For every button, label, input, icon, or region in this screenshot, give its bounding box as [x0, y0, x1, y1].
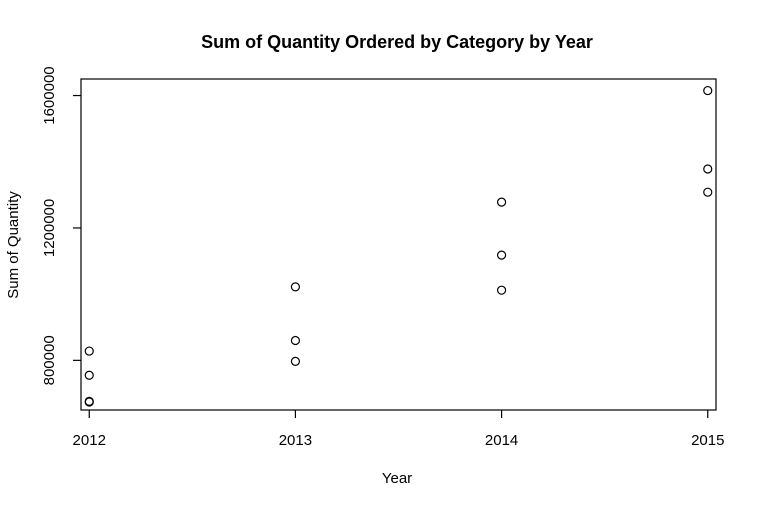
x-tick-label-3: 2015 — [691, 432, 724, 449]
data-point-9 — [496, 285, 507, 295]
data-point-5 — [290, 335, 301, 346]
data-points — [84, 85, 713, 407]
data-point-10 — [703, 85, 713, 96]
x-tick-label-1: 2013 — [279, 432, 312, 449]
x-tick-label-2: 2014 — [485, 432, 518, 449]
data-point-0 — [84, 346, 94, 356]
y-axis: 800000 1200000 1600000 — [41, 66, 81, 385]
chart-title: Sum of Quantity Ordered by Category by Y… — [201, 32, 593, 52]
data-point-1 — [84, 370, 94, 380]
plot-frame — [80, 78, 717, 411]
y-tick-label-0: 800000 — [41, 335, 58, 385]
data-point-6 — [290, 356, 301, 366]
data-point-11 — [703, 164, 713, 174]
x-axis: 2012 2013 2014 2015 — [73, 410, 724, 449]
data-point-8 — [496, 250, 507, 260]
y-axis-label: Sum of Quantity — [5, 191, 22, 299]
data-point-7 — [496, 197, 507, 207]
data-point-4 — [290, 282, 301, 292]
data-point-12 — [703, 187, 713, 197]
y-tick-label-1: 1200000 — [41, 199, 58, 257]
x-axis-label: Year — [382, 470, 412, 487]
y-tick-label-2: 1600000 — [41, 66, 58, 124]
x-tick-label-0: 2012 — [73, 432, 106, 449]
data-point-3 — [84, 397, 94, 407]
